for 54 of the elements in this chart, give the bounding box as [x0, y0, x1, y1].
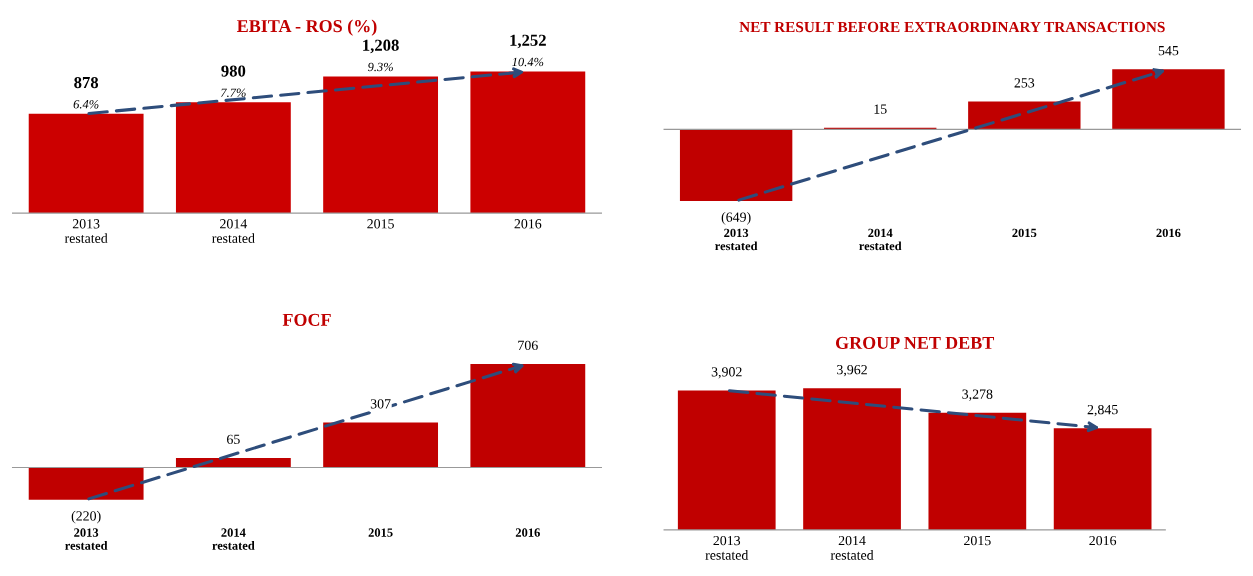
bar	[928, 412, 1027, 530]
x-tick-label: 2016	[515, 528, 540, 537]
x-tick-label: 2013 restated	[715, 228, 758, 251]
data-label: (649)	[721, 212, 751, 225]
data-label: 1,252	[510, 34, 546, 49]
data-label: 3,962	[837, 365, 867, 377]
data-label: 706	[518, 340, 538, 351]
x-tick-label: 2016	[514, 219, 542, 229]
data-label: 307	[370, 399, 391, 409]
bar	[968, 101, 1081, 130]
bar	[470, 71, 586, 214]
data-label: 253	[1014, 78, 1035, 88]
x-tick-label: 2013 restated	[65, 528, 108, 550]
data-label: 65	[227, 434, 240, 444]
bar	[323, 422, 439, 468]
data-label: (220)	[71, 510, 101, 524]
bar	[679, 129, 793, 201]
data-label: 3,902	[711, 367, 742, 379]
bar	[323, 76, 439, 214]
x-tick-label: 2013 restated	[705, 535, 749, 560]
data-label: 545	[1158, 46, 1179, 56]
chart-title: FOCF	[282, 313, 331, 326]
annotation: 6.4%	[73, 100, 99, 109]
bar	[1053, 428, 1152, 530]
x-tick-label: 2016	[1089, 535, 1117, 546]
data-label: 3,278	[962, 389, 993, 401]
bar	[175, 102, 291, 214]
x-tick-label: 2015	[367, 219, 394, 229]
bar	[803, 388, 901, 530]
annotation: 9.3%	[367, 62, 393, 72]
bar	[470, 363, 586, 468]
x-tick-label: 2016	[1156, 228, 1181, 238]
data-label: 1,208	[363, 39, 399, 54]
x-tick-label: 2015	[964, 535, 991, 546]
chart-title: GROUP NET DEBT	[835, 336, 995, 349]
bar	[1112, 69, 1225, 130]
annotation: 7.7%	[221, 88, 246, 97]
bar	[28, 467, 144, 500]
annotation: 10.4%	[512, 57, 544, 67]
data-label: 980	[221, 65, 246, 77]
x-tick-label: 2013 restated	[64, 219, 108, 243]
bar	[677, 390, 776, 530]
x-tick-label: 2014 restated	[830, 535, 874, 560]
bar	[28, 113, 144, 214]
data-label: 2,845	[1087, 404, 1118, 417]
data-label: 15	[874, 104, 887, 114]
x-tick-label: 2014 restated	[212, 528, 255, 550]
x-tick-label: 2015	[1012, 228, 1037, 238]
x-tick-label: 2015	[368, 528, 393, 537]
chart-title: NET RESULT BEFORE EXTRAORDINARY TRANSACTIONS	[739, 21, 1165, 33]
chart-title: EBITA - ROS (%)	[236, 19, 377, 36]
data-label: 878	[74, 76, 99, 89]
x-tick-label: 2014 restated	[859, 228, 902, 251]
x-tick-label: 2014 restated	[212, 219, 255, 243]
